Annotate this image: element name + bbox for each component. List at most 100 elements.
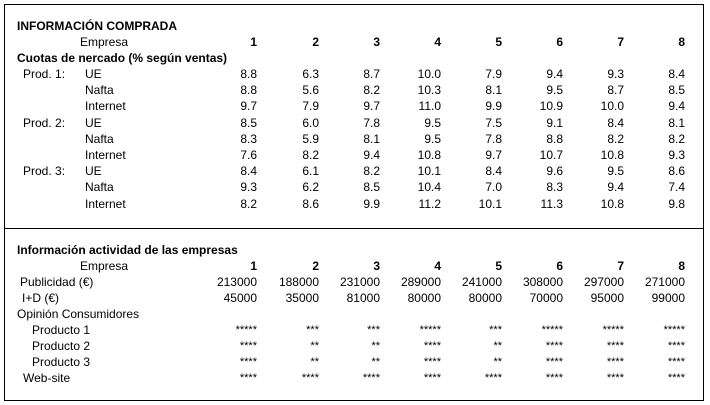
website-rating-cell: **** [423, 372, 441, 384]
opinion-rating-cell: ***** [235, 324, 257, 336]
publicidad-label: Publicidad (€) [20, 275, 94, 289]
market-share-cell: 10.8 [600, 148, 624, 162]
website-rating-cell: **** [362, 372, 380, 384]
market-share-cell: 9.4 [546, 67, 563, 81]
market-share-cell: 10.3 [417, 83, 441, 97]
section-title: Información actividad de las empresas [17, 243, 238, 257]
opinion-rating-cell: ***** [663, 324, 685, 336]
id-cell: 99000 [651, 291, 685, 305]
publicidad-cell: 241000 [461, 275, 502, 289]
market-share-cell: 11.2 [418, 197, 441, 211]
opinion-rating-cell: **** [667, 356, 685, 368]
market-share-cell: 10.7 [539, 148, 563, 162]
empresa-label: Empresa [80, 259, 129, 273]
company-header: 6 [556, 35, 563, 49]
market-share-cell: 10.0 [417, 67, 441, 81]
market-label: UE [85, 116, 102, 130]
opinion-rating-cell: **** [423, 340, 441, 352]
opinion-rating-cell: ** [310, 340, 319, 352]
market-share-cell: 8.4 [240, 164, 257, 178]
market-label: Nafta [85, 180, 114, 194]
company-header: 5 [495, 35, 502, 49]
opinion-product-label: Producto 1 [32, 323, 91, 337]
market-share-cell: 9.5 [546, 83, 563, 97]
market-share-cell: 10.1 [417, 164, 441, 178]
publicidad-cell: 213000 [216, 275, 257, 289]
market-share-cell: 6.2 [302, 180, 319, 194]
opinion-product-label: Producto 2 [32, 339, 91, 353]
market-share-cell: 7.6 [240, 148, 257, 162]
opinion-rating-cell: ** [371, 356, 380, 368]
opinion-rating-cell: *** [489, 324, 502, 336]
opinion-rating-cell: *** [306, 324, 319, 336]
website-rating-cell: **** [545, 372, 563, 384]
market-share-cell: 8.7 [607, 83, 624, 97]
market-share-cell: 8.8 [546, 132, 563, 146]
market-share-cell: 10.4 [417, 180, 441, 194]
market-share-cell: 6.0 [302, 116, 319, 130]
market-share-cell: 8.1 [485, 83, 502, 97]
website-label: Web-site [23, 371, 71, 385]
company-header: 1 [250, 35, 257, 49]
market-share-cell: 8.2 [668, 132, 685, 146]
website-rating-cell: **** [606, 372, 624, 384]
website-rating-cell: **** [667, 372, 685, 384]
market-share-cell: 8.5 [363, 180, 380, 194]
market-share-cell: 8.3 [240, 132, 257, 146]
company-header: 7 [617, 259, 624, 273]
company-header: 8 [678, 259, 685, 273]
empresa-label: Empresa [80, 35, 129, 49]
market-share-cell: 7.4 [668, 180, 685, 194]
market-label: Internet [85, 99, 126, 113]
company-header: 4 [434, 259, 441, 273]
market-share-cell: 5.9 [302, 132, 319, 146]
opinion-rating-cell: **** [239, 356, 257, 368]
market-share-cell: 9.7 [240, 99, 257, 113]
opinion-rating-cell: ** [493, 356, 502, 368]
market-share-cell: 8.8 [240, 83, 257, 97]
opinion-rating-cell: **** [606, 356, 624, 368]
market-share-cell: 7.5 [485, 116, 502, 130]
market-share-cell: 7.8 [363, 116, 380, 130]
market-share-cell: 8.3 [546, 180, 563, 194]
opinion-rating-cell: ***** [419, 324, 441, 336]
publicidad-cell: 231000 [339, 275, 380, 289]
company-header: 2 [312, 259, 319, 273]
market-share-cell: 8.6 [302, 197, 319, 211]
opinion-product-label: Producto 3 [32, 355, 91, 369]
market-share-cell: 9.4 [668, 99, 685, 113]
company-header: 3 [373, 259, 380, 273]
company-header: 6 [556, 259, 563, 273]
market-label: Internet [85, 148, 126, 162]
market-share-cell: 11.0 [418, 99, 441, 113]
company-header: 2 [312, 35, 319, 49]
market-share-cell: 9.4 [363, 148, 380, 162]
market-share-cell: 8.6 [668, 164, 685, 178]
market-share-cell: 8.7 [363, 67, 380, 81]
market-share-cell: 9.9 [363, 197, 380, 211]
market-share-cell: 9.5 [424, 132, 441, 146]
company-header: 5 [495, 259, 502, 273]
market-share-cell: 10.9 [539, 99, 563, 113]
product-label: Prod. 1: [23, 67, 66, 81]
market-share-cell: 9.3 [668, 148, 685, 162]
market-share-cell: 9.7 [485, 148, 502, 162]
product-label: Prod. 3: [23, 164, 66, 178]
market-share-cell: 6.1 [302, 164, 319, 178]
publicidad-cell: 297000 [583, 275, 624, 289]
publicidad-cell: 308000 [522, 275, 563, 289]
market-share-cell: 8.5 [668, 83, 685, 97]
publicidad-cell: 188000 [278, 275, 319, 289]
market-share-cell: 6.3 [302, 67, 319, 81]
market-share-cell: 8.1 [363, 132, 380, 146]
market-share-cell: 10.0 [600, 99, 624, 113]
opinion-rating-cell: *** [367, 324, 380, 336]
id-label: I+D (€) [22, 291, 60, 305]
website-rating-cell: **** [484, 372, 502, 384]
section-divider [4, 228, 704, 229]
opinion-label: Opinión Consumidores [17, 307, 140, 321]
market-share-cell: 9.3 [607, 67, 624, 81]
company-header: 4 [434, 35, 441, 49]
id-cell: 70000 [529, 291, 563, 305]
market-share-cell: 8.4 [607, 116, 624, 130]
